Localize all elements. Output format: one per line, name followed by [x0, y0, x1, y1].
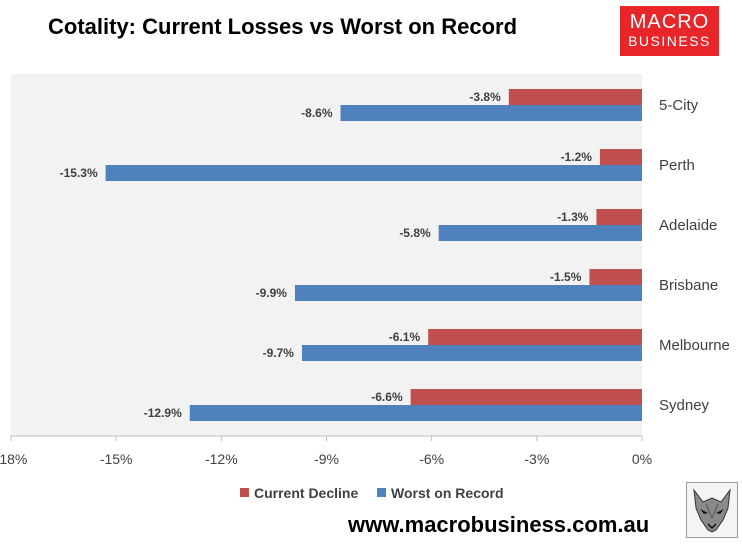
- data-label: -3.8%: [469, 90, 501, 104]
- data-label: -1.5%: [550, 270, 582, 284]
- x-tick-label: -12%: [205, 451, 238, 467]
- data-label: -6.1%: [389, 330, 421, 344]
- bar-current-decline: [596, 209, 642, 225]
- legend-label: Worst on Record: [391, 485, 504, 501]
- x-tick-label: 0%: [632, 451, 652, 467]
- data-label: -15.3%: [60, 166, 98, 180]
- data-label: -9.7%: [263, 346, 295, 360]
- logo-line-2: BUSINESS: [628, 33, 711, 49]
- x-tick-label: -6%: [419, 451, 444, 467]
- website-url: www.macrobusiness.com.au: [348, 512, 650, 537]
- legend-label: Current Decline: [254, 485, 358, 501]
- plot-area: [11, 74, 642, 436]
- data-label: -1.3%: [557, 210, 589, 224]
- legend-swatch-worst: [377, 488, 386, 497]
- category-label: Brisbane: [659, 277, 718, 294]
- data-label: -1.2%: [561, 150, 593, 164]
- category-label: 5-City: [659, 97, 699, 114]
- bar-worst-on-record: [189, 405, 643, 421]
- bar-worst-on-record: [340, 105, 642, 121]
- legend-swatch-current: [240, 488, 249, 497]
- x-tick-label: -15%: [100, 451, 133, 467]
- x-tick-label: -18%: [0, 451, 27, 467]
- data-label: -5.8%: [399, 226, 431, 240]
- data-label: -9.9%: [256, 286, 288, 300]
- x-tick-label: -3%: [524, 451, 549, 467]
- x-tick-label: -9%: [314, 451, 339, 467]
- category-label: Perth: [659, 157, 695, 174]
- bar-current-decline: [589, 269, 642, 285]
- wolf-logo-icon: [686, 482, 738, 538]
- bar-worst-on-record: [438, 225, 642, 241]
- data-label: -12.9%: [144, 406, 182, 420]
- bar-current-decline: [599, 149, 642, 165]
- macrobusiness-logo: MACRO BUSINESS: [620, 6, 719, 56]
- bar-worst-on-record: [105, 165, 642, 181]
- category-label: Melbourne: [659, 337, 730, 354]
- data-label: -6.6%: [371, 390, 403, 404]
- logo-line-1: MACRO: [629, 11, 710, 33]
- bar-current-decline: [428, 329, 642, 345]
- bar-worst-on-record: [294, 285, 642, 301]
- data-label: -8.6%: [301, 106, 333, 120]
- chart-title: Cotality: Current Losses vs Worst on Rec…: [48, 14, 518, 39]
- bar-current-decline: [508, 89, 642, 105]
- bar-worst-on-record: [301, 345, 642, 361]
- category-label: Sydney: [659, 397, 710, 414]
- category-label: Adelaide: [659, 217, 717, 234]
- bar-current-decline: [410, 389, 642, 405]
